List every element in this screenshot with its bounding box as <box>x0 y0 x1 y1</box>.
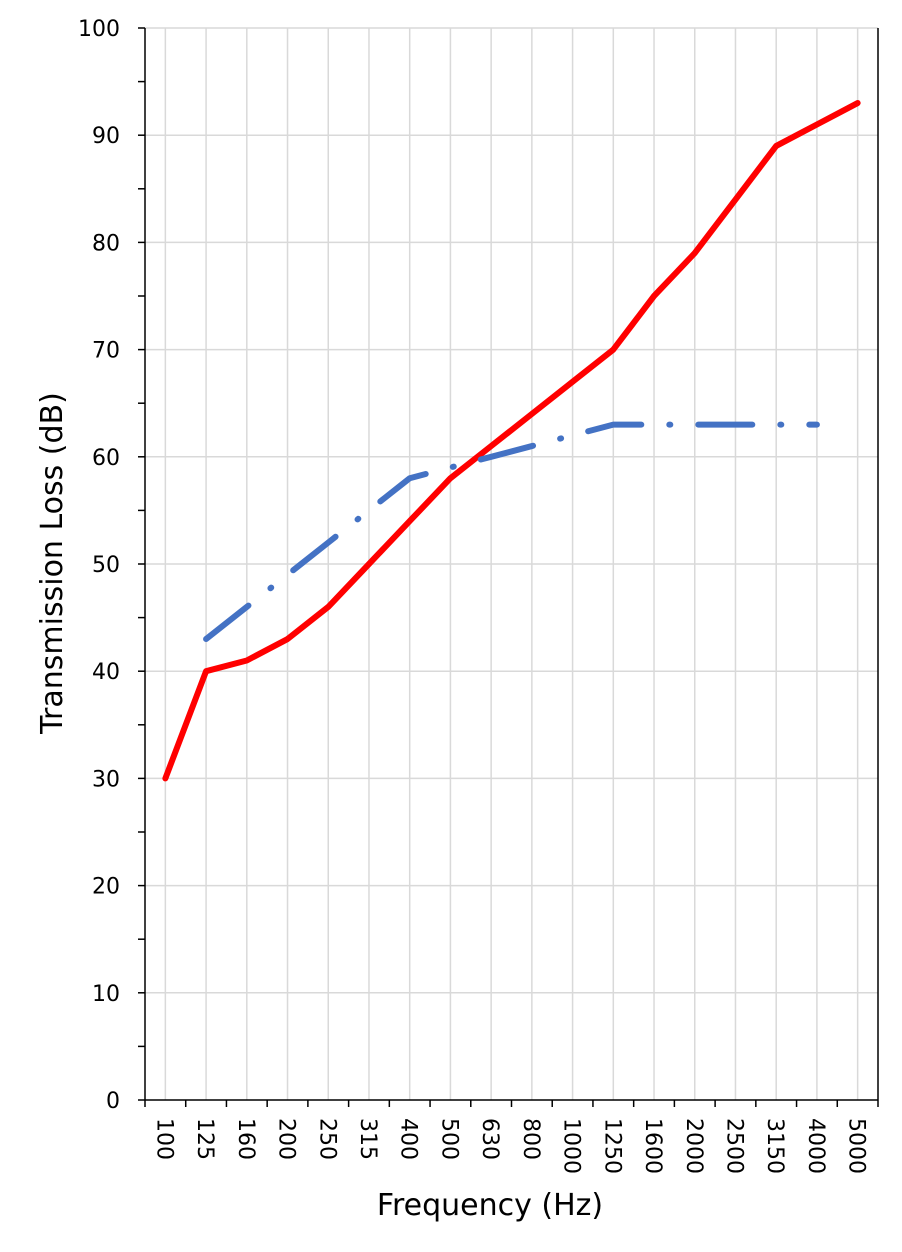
y-tick-label: 60 <box>92 446 120 471</box>
y-tick-label: 10 <box>92 982 120 1007</box>
y-tick-label: 0 <box>106 1089 120 1114</box>
x-tick-labels: 100 125 160 200 250 315 400 500 630 800 1000 1250 16… <box>151 1118 868 1174</box>
series-group <box>162 100 861 782</box>
y-axis-title: Transmission Loss (dB) <box>35 392 70 735</box>
x-tick-label: 800 <box>518 1118 543 1160</box>
x-tick-label: 1600 <box>640 1118 665 1174</box>
x-tick-label: 125 <box>192 1118 217 1160</box>
x-tick-label: 1250 <box>599 1118 624 1174</box>
y-tick-label: 50 <box>92 553 120 578</box>
y-tick-label: 80 <box>92 231 120 256</box>
y-tick-label: 90 <box>92 124 120 149</box>
x-tick-label: 200 <box>274 1118 299 1160</box>
x-tick-label: 4000 <box>803 1118 828 1174</box>
x-tick-label: 400 <box>396 1118 421 1160</box>
x-tick-label: 100 <box>151 1118 176 1160</box>
y-tick-label: 20 <box>92 875 120 900</box>
x-tick-label: 2500 <box>721 1118 746 1174</box>
x-tick-label: 250 <box>314 1118 339 1160</box>
series-line-2 <box>203 421 820 643</box>
x-axis-title: Frequency (Hz) <box>377 1188 603 1223</box>
x-tick-label: 160 <box>233 1118 258 1160</box>
y-tick-labels: 0 10 20 30 40 50 60 70 80 90 100 <box>78 17 120 1114</box>
series-line-1 <box>162 100 861 782</box>
x-tick-label: 630 <box>477 1118 502 1160</box>
x-tick-label: 3150 <box>762 1118 787 1174</box>
x-tick-label: 500 <box>436 1118 461 1160</box>
grid <box>145 27 878 1100</box>
axes <box>138 27 879 1107</box>
y-tick-label: 100 <box>78 17 120 42</box>
x-tick-label: 315 <box>355 1118 380 1160</box>
y-tick-label: 40 <box>92 660 120 685</box>
x-tick-label: 5000 <box>844 1118 869 1174</box>
y-tick-label: 30 <box>92 767 120 792</box>
x-tick-label: 2000 <box>681 1118 706 1174</box>
x-tick-label: 1000 <box>559 1118 584 1174</box>
y-tick-label: 70 <box>92 339 120 364</box>
